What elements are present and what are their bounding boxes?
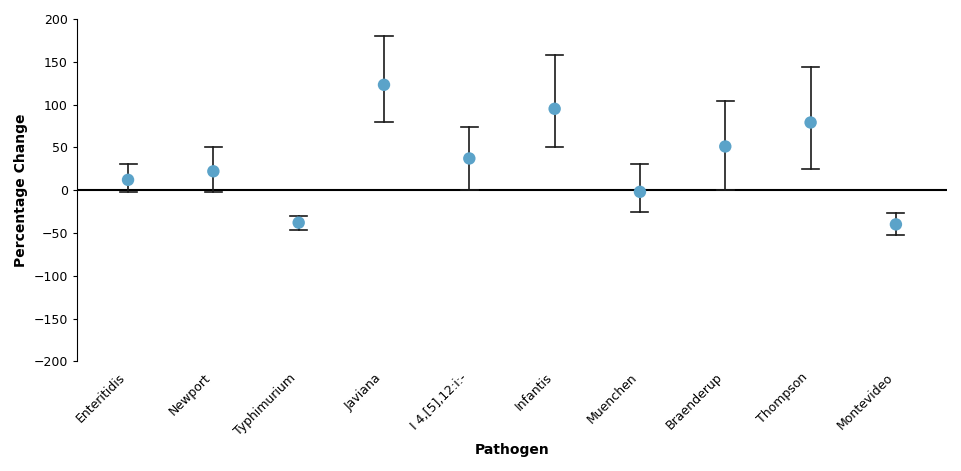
X-axis label: Pathogen: Pathogen bbox=[475, 443, 550, 457]
Point bbox=[461, 154, 477, 162]
Point bbox=[632, 188, 648, 195]
Point bbox=[377, 81, 392, 89]
Point bbox=[802, 119, 818, 126]
Point bbox=[547, 105, 562, 113]
Point bbox=[291, 219, 307, 227]
Point bbox=[718, 143, 733, 150]
Y-axis label: Percentage Change: Percentage Change bbox=[13, 114, 28, 267]
Point bbox=[120, 176, 136, 184]
Point bbox=[206, 168, 221, 175]
Point bbox=[888, 220, 903, 228]
